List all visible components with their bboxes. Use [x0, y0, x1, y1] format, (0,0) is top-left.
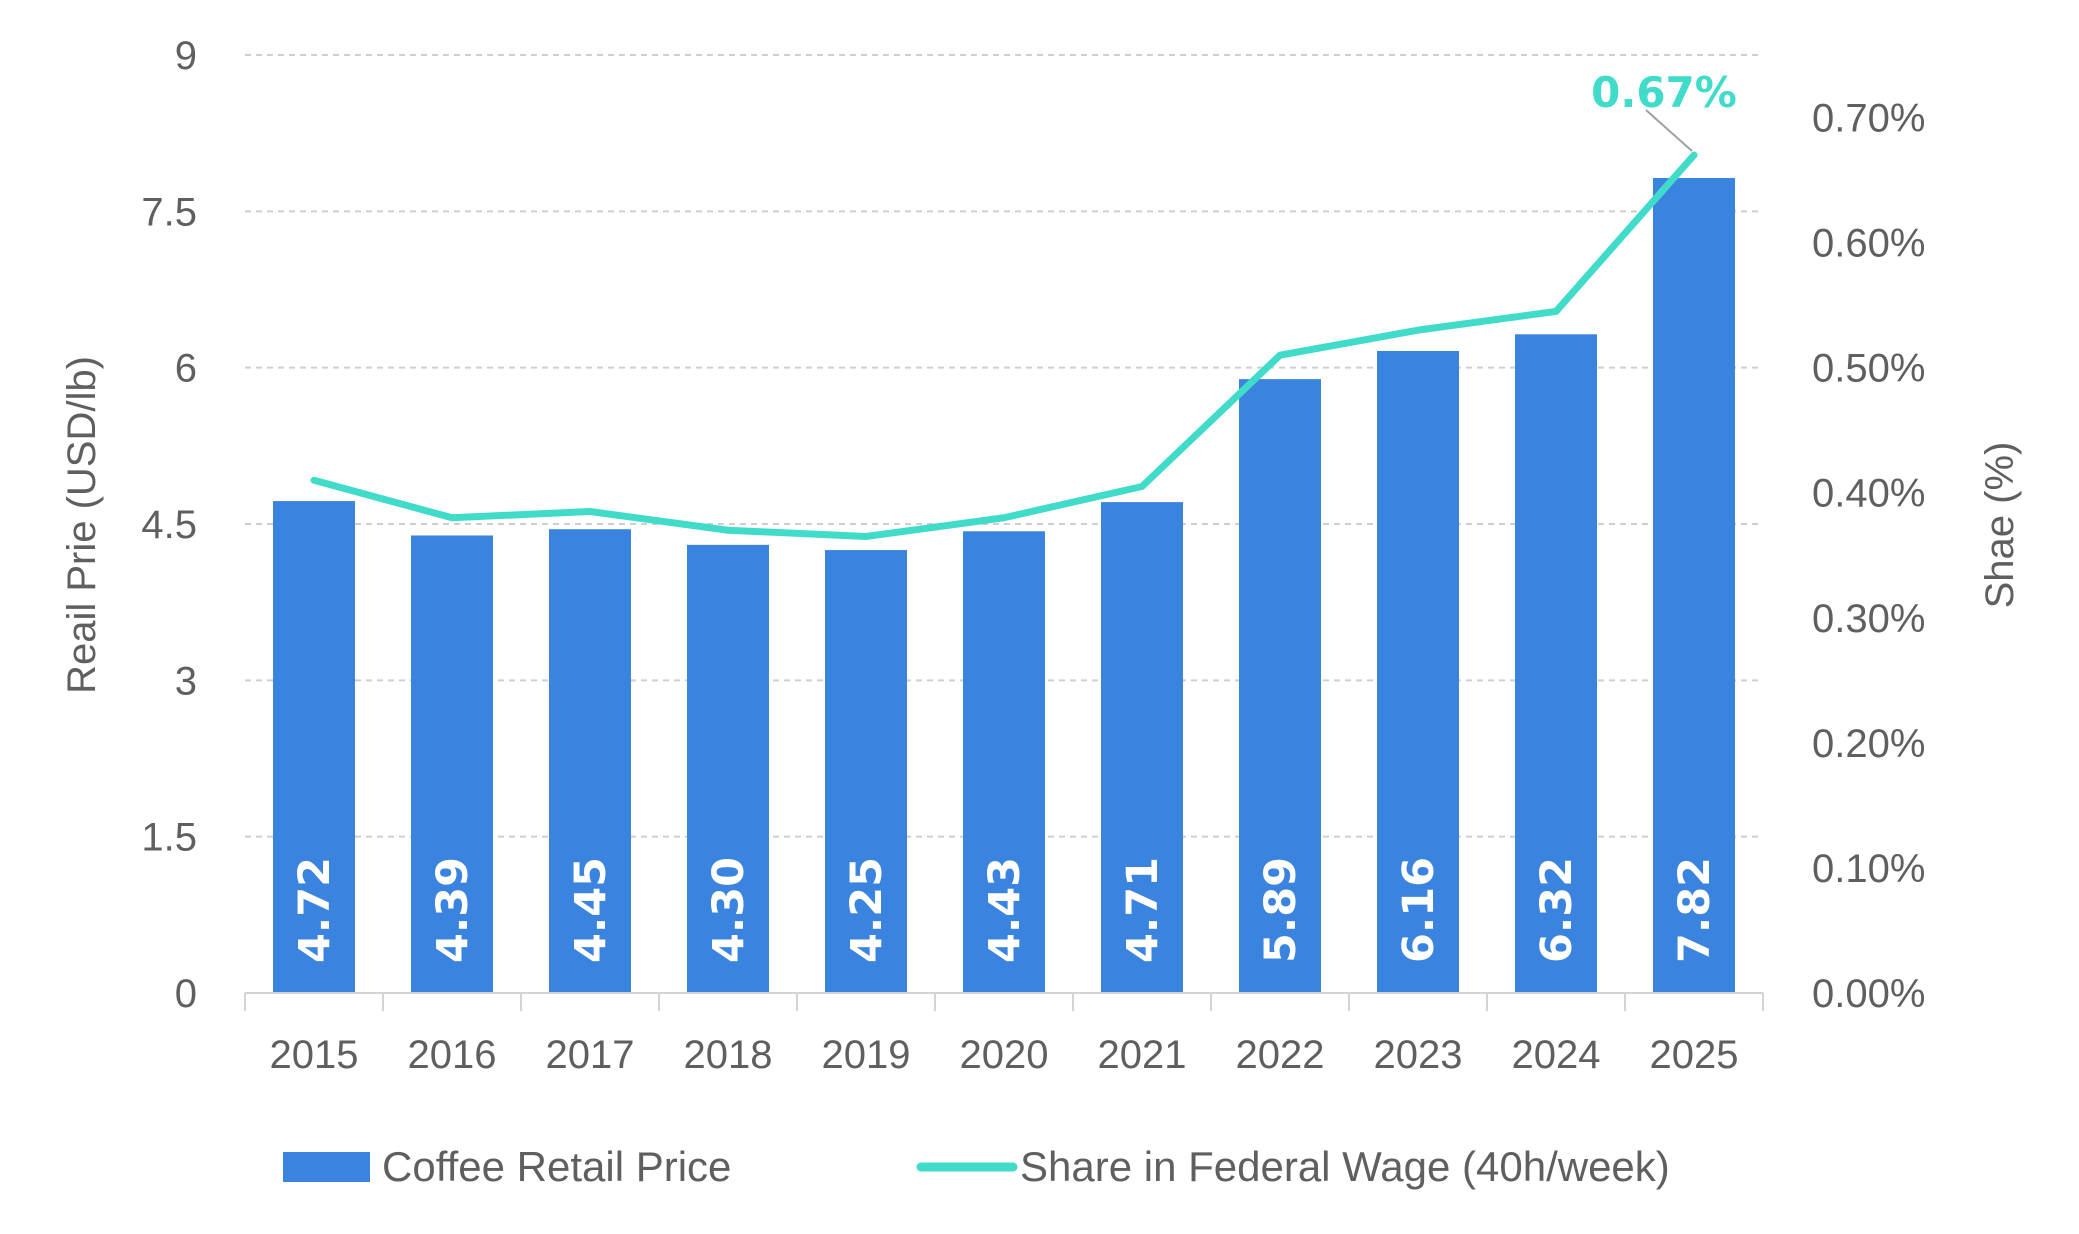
x-tick-label-2022: 2022 [1236, 1033, 1325, 1077]
left-tick-label-0: 0 [175, 972, 197, 1016]
bar-value-label-2023: 6.16 [1394, 857, 1444, 963]
bar-value-label-2015: 4.72 [290, 857, 340, 963]
bar-2020 [963, 531, 1045, 993]
bar-2017 [549, 529, 631, 993]
bar-2018 [687, 544, 769, 993]
bar-2022 [1239, 379, 1321, 993]
left-tick-label-2: 3 [175, 659, 197, 703]
bar-value-label-2020: 4.43 [980, 857, 1030, 963]
bar-2015 [273, 501, 355, 993]
bar-value-label-2017: 4.45 [566, 857, 616, 963]
left-tick-label-4: 6 [175, 347, 197, 391]
bar-value-label-2019: 4.25 [842, 857, 892, 963]
x-tick-label-2016: 2016 [408, 1033, 497, 1077]
bar-value-labels: 4.72 4.39 4.45 4.30 4.25 4.43 4.71 5.89 6.16 6.32… [290, 857, 1720, 963]
x-tick-label-2021: 2021 [1098, 1033, 1187, 1077]
x-tick-label-2018: 2018 [684, 1033, 773, 1077]
right-tick-label-6: 0.60% [1812, 222, 1925, 266]
right-tick-label-0: 0.00% [1812, 972, 1925, 1016]
left-axis-title: Reail Prie (USD/lb) [60, 356, 104, 694]
legend: Coffee Retail Price Share in Federal Wag… [283, 1143, 1670, 1190]
annotation-callout: 0.67% [1591, 68, 1737, 152]
right-axis-title: Shae (%) [1978, 442, 2022, 609]
bar-value-label-2025: 7.82 [1670, 857, 1720, 963]
bar-value-label-2021: 4.71 [1118, 857, 1168, 963]
x-tick-label-2019: 2019 [822, 1033, 911, 1077]
bar-value-label-2018: 4.30 [704, 857, 754, 963]
bar-2021 [1101, 502, 1183, 993]
x-axis-ticks: 2015 2016 2017 2018 2019 2020 2021 2022 2023 2024… [244, 993, 1764, 1077]
bar-2019 [825, 550, 907, 993]
gridlines [245, 54, 1763, 838]
bar-2023 [1377, 350, 1459, 994]
right-tick-label-4: 0.40% [1812, 472, 1925, 516]
x-tick-label-2015: 2015 [270, 1033, 359, 1077]
share-line [310, 151, 1698, 541]
bar-2024 [1515, 334, 1597, 993]
bar-value-label-2016: 4.39 [428, 857, 478, 963]
right-tick-label-2: 0.20% [1812, 722, 1925, 766]
x-tick-label-2025: 2025 [1650, 1033, 1739, 1077]
line-series [310, 151, 1698, 541]
x-tick-label-2020: 2020 [960, 1033, 1049, 1077]
bar-value-label-2022: 5.89 [1256, 857, 1306, 963]
callout-leader-line [1645, 109, 1693, 152]
legend-label-line: Share in Federal Wage (40h/week) [1020, 1143, 1670, 1190]
legend-label-bar: Coffee Retail Price [382, 1143, 731, 1190]
callout-label: 0.67% [1591, 68, 1737, 117]
left-tick-label-1: 1.5 [141, 816, 197, 860]
right-axis-ticks: 0.00% 0.10% 0.20% 0.30% 0.40% 0.50% 0.60% 0.70% [1812, 97, 1925, 1016]
right-tick-label-3: 0.30% [1812, 597, 1925, 641]
x-tick-label-2017: 2017 [546, 1033, 635, 1077]
right-tick-label-7: 0.70% [1812, 97, 1925, 141]
x-tick-label-2024: 2024 [1512, 1033, 1601, 1077]
bar-value-label-2024: 6.32 [1532, 857, 1582, 963]
bar-series [273, 177, 1735, 994]
x-tick-label-2023: 2023 [1374, 1033, 1463, 1077]
left-tick-label-5: 7.5 [141, 190, 197, 234]
legend-swatch-bar [283, 1152, 370, 1182]
bar-2025 [1653, 177, 1735, 993]
left-tick-label-3: 4.5 [141, 503, 197, 547]
right-tick-label-5: 0.50% [1812, 347, 1925, 391]
left-tick-label-6: 9 [175, 34, 197, 78]
right-tick-label-1: 0.10% [1812, 847, 1925, 891]
bar-2016 [411, 535, 493, 993]
left-axis-ticks: 0 1.5 3 4.5 6 7.5 9 [141, 34, 197, 1016]
